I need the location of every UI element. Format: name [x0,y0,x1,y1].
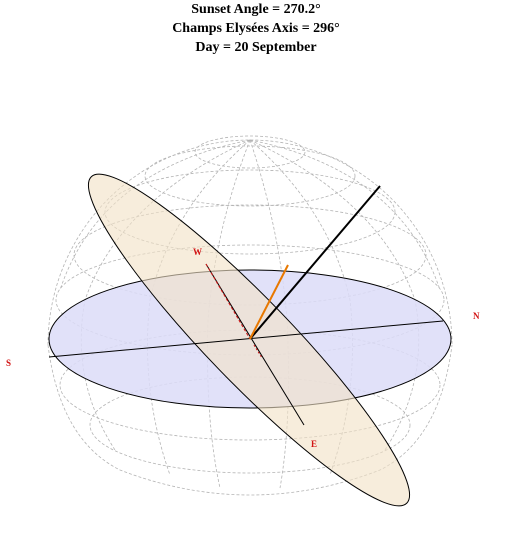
north-label: N [473,311,480,321]
meridian-7 [59,139,251,291]
day-title: Day = 20 September [195,40,317,55]
sunset-direction-dashed [205,263,251,340]
west-east-line [205,263,305,426]
sunset-direction-tick [253,344,263,359]
meridian-4 [249,139,289,489]
meridian-6 [249,139,420,451]
sun-path-plane [87,173,411,507]
sunset-angle-title: Sunset Angle = 270.2° [191,2,321,17]
latitude-ring-4 [144,145,356,207]
hemisphere-bowl [47,344,453,496]
champs-elysees-axis-line [249,185,381,340]
latitude-ring-5 [194,135,306,169]
west-label: W [193,247,202,257]
sun-ray-line [249,264,289,340]
meridian-8 [249,139,441,291]
champs-elysees-axis-title: Champs Elysées Axis = 296° [172,21,340,36]
meridian-1 [80,139,251,451]
south-label: S [6,358,11,368]
south-north-line [48,320,444,358]
east-label: E [311,439,317,449]
title-block: Sunset Angle = 270.2° Champs Elysées Axi… [0,0,512,57]
